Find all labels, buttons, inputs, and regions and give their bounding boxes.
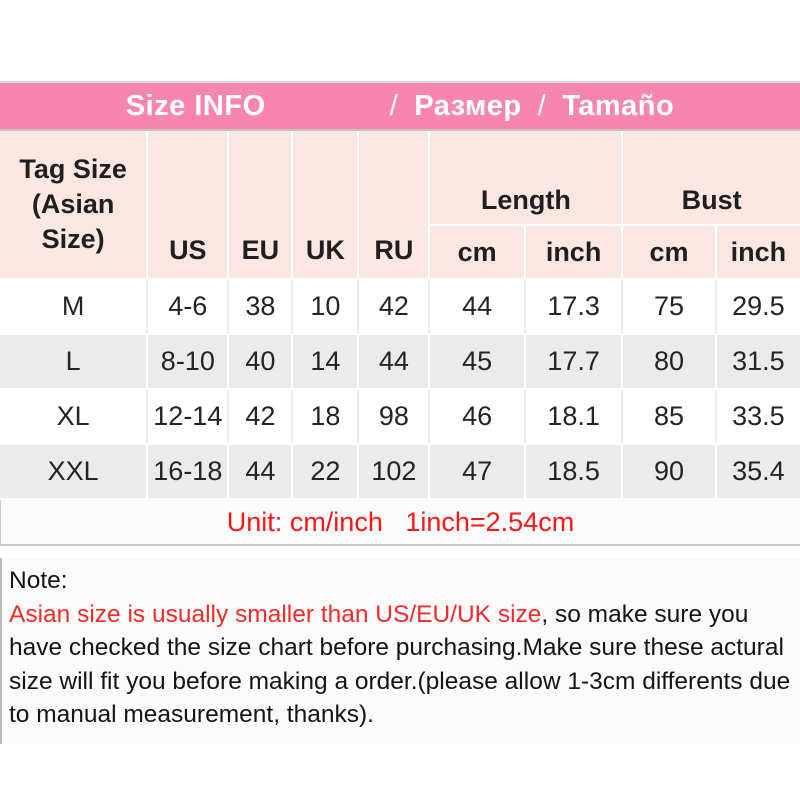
cell-bust-inch: 33.5: [716, 390, 800, 445]
note-label: Note:: [9, 567, 68, 594]
cell-uk: 18: [293, 390, 360, 445]
cell-uk: 22: [293, 445, 360, 500]
cell-us: 16-18: [148, 445, 230, 500]
cell-length-cm: 45: [430, 335, 526, 390]
note-box: Note: Asian size is usually smaller than…: [0, 558, 800, 744]
table-row-xxl: XXL 16-18 44 22 102 47 18.5 90 35.4: [0, 445, 800, 500]
cell-tag: L: [0, 335, 149, 390]
cell-eu: 42: [229, 390, 294, 445]
cell-ru: 98: [359, 390, 431, 445]
cell-bust-cm: 75: [623, 280, 717, 335]
cell-ru: 44: [359, 335, 431, 390]
cell-bust-inch: 31.5: [716, 335, 800, 390]
cell-length-inch: 17.7: [525, 335, 624, 390]
table-row-l: L 8-10 40 14 44 45 17.7 80 31.5: [0, 335, 800, 390]
cell-tag: XXL: [0, 445, 149, 500]
cell-bust-cm: 85: [623, 390, 717, 445]
cell-eu: 38: [229, 280, 294, 335]
cell-length-inch: 18.5: [525, 445, 624, 500]
cell-length-cm: 44: [430, 280, 526, 335]
header-length-inch: inch: [525, 226, 624, 280]
header-eu: EU: [229, 131, 294, 280]
cell-ru: 102: [359, 445, 431, 500]
header-us: US: [148, 131, 230, 280]
unit-note: Unit: cm/inch 1inch=2.54cm: [0, 500, 800, 546]
cell-length-cm: 46: [430, 390, 526, 445]
banner-separator-2: /: [537, 89, 547, 122]
cell-eu: 40: [229, 335, 294, 390]
cell-tag: XL: [0, 390, 149, 445]
header-uk: UK: [293, 131, 360, 280]
header-ru: RU: [359, 131, 431, 280]
cell-bust-inch: 35.4: [716, 445, 800, 500]
header-group-length: Length: [430, 131, 624, 226]
cell-uk: 10: [293, 280, 360, 335]
unit-row: Unit: cm/inch 1inch=2.54cm: [0, 500, 800, 546]
cell-eu: 44: [229, 445, 294, 500]
cell-us: 4-6: [148, 280, 230, 335]
size-chart-page: Size INFO / Размер / Tamaño Tag Size (As…: [0, 81, 800, 744]
cell-length-inch: 18.1: [525, 390, 624, 445]
cell-us: 12-14: [148, 390, 230, 445]
banner-title-en: Size INFO: [125, 89, 266, 122]
cell-bust-cm: 80: [623, 335, 717, 390]
size-table: Tag Size (Asian Size) US EU UK RU Length…: [0, 131, 800, 546]
header-bust-inch: inch: [716, 226, 800, 280]
header-row-groups: Tag Size (Asian Size) US EU UK RU Length…: [0, 131, 800, 280]
header-row-units: cm inch cm inch: [0, 226, 800, 280]
header-bust-cm: cm: [623, 226, 717, 280]
cell-length-inch: 17.3: [525, 280, 624, 335]
cell-uk: 14: [293, 335, 360, 390]
header-length-cm: cm: [430, 226, 526, 280]
cell-bust-cm: 90: [623, 445, 717, 500]
cell-ru: 42: [359, 280, 431, 335]
cell-tag: M: [0, 280, 149, 335]
cell-us: 8-10: [148, 335, 230, 390]
cell-length-cm: 47: [430, 445, 526, 500]
header-tag-size: Tag Size (Asian Size): [0, 131, 149, 280]
table-row-m: M 4-6 38 10 42 44 17.3 75 29.5: [0, 280, 800, 335]
table-row-xl: XL 12-14 42 18 98 46 18.1 85 33.5: [0, 390, 800, 445]
note-rest: , so make sure you have checked the size…: [9, 600, 791, 729]
header-group-bust: Bust: [623, 131, 800, 226]
note-highlight: Asian size is usually smaller than US/EU…: [9, 600, 542, 628]
banner-title-es: Tamaño: [562, 89, 675, 122]
banner: Size INFO / Размер / Tamaño: [0, 81, 800, 131]
cell-bust-inch: 29.5: [716, 280, 800, 335]
banner-separator-1: /: [389, 89, 399, 122]
note-text: Asian size is usually smaller than US/EU…: [9, 598, 794, 732]
banner-title-ru: Размер: [414, 89, 522, 122]
